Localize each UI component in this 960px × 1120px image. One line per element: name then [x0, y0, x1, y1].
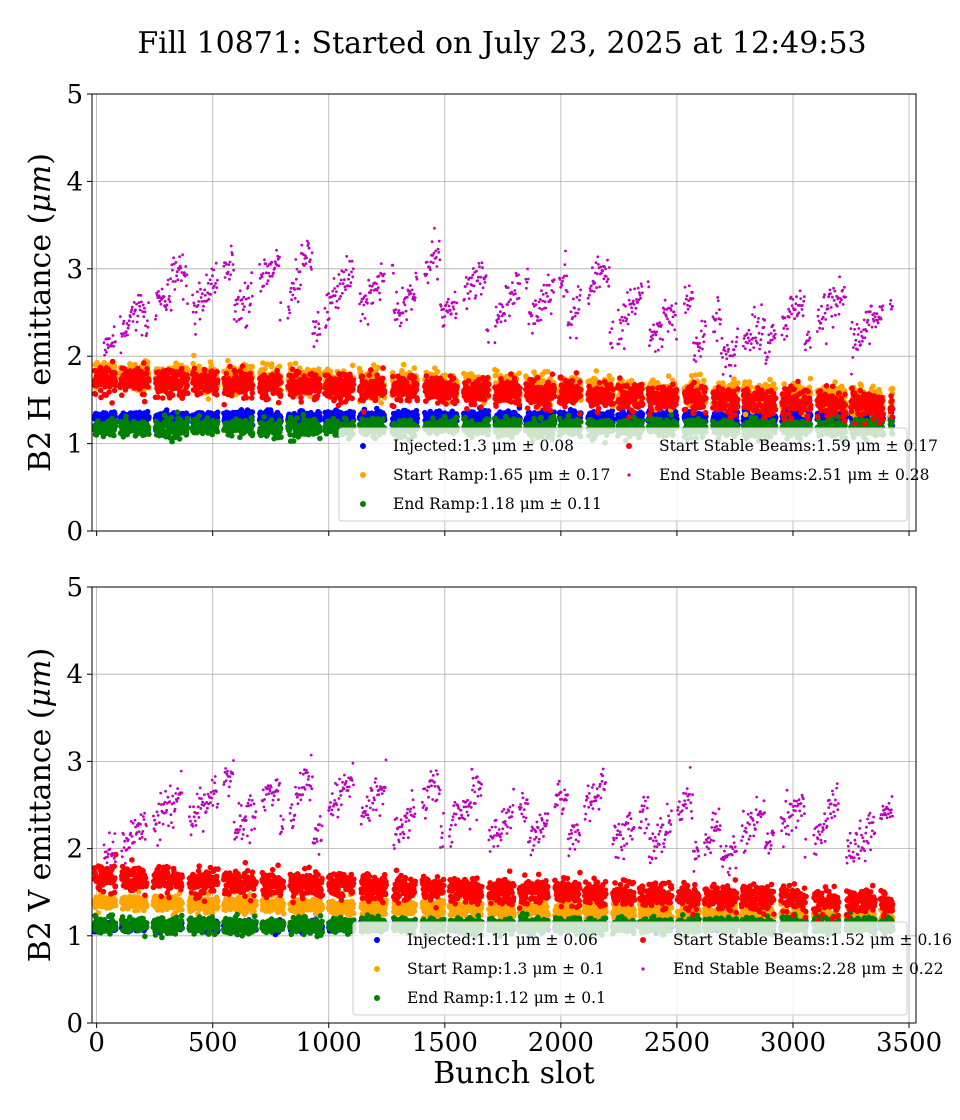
data-point: [870, 383, 876, 390]
data-point: [807, 375, 814, 382]
data-point: [414, 415, 421, 422]
data-point: [214, 418, 221, 425]
data-point: [249, 417, 255, 423]
data-point: [144, 408, 151, 415]
data-point: [127, 361, 133, 367]
data-point: [176, 436, 183, 442]
data-point: [400, 361, 407, 368]
data-point: [268, 417, 275, 423]
data-point: [168, 414, 175, 421]
data-point: [163, 407, 170, 413]
data-point: [145, 424, 152, 431]
data-point: [516, 370, 522, 377]
data-point: [191, 352, 197, 359]
data-point: [742, 411, 749, 418]
data-point: [146, 414, 152, 420]
data-point: [225, 357, 231, 364]
data-point: [544, 368, 551, 375]
data-point: [290, 438, 297, 444]
data-point: [248, 422, 255, 429]
data-point: [746, 379, 753, 385]
data-point: [229, 433, 235, 439]
data-point: [701, 377, 707, 384]
data-point: [123, 413, 129, 420]
data-point: [111, 432, 117, 439]
data-point: [639, 411, 646, 417]
data-point: [278, 434, 284, 441]
data-point: [350, 409, 357, 416]
data-point: [767, 376, 773, 383]
data-point: [249, 409, 256, 415]
data-point: [292, 360, 299, 367]
data-point: [190, 360, 196, 367]
data-point: [214, 409, 221, 416]
data-point: [184, 415, 191, 422]
data-point: [349, 362, 356, 369]
data-point: [609, 376, 615, 383]
data-point: [735, 380, 741, 386]
data-point: [249, 363, 256, 370]
data-point: [146, 431, 152, 437]
data-point: [294, 415, 301, 421]
figure-title: Fill 10871: Started on July 23, 2025 at …: [137, 26, 866, 61]
data-point: [174, 409, 181, 416]
data-point: [442, 372, 449, 379]
data-point: [185, 425, 191, 432]
data-point: [196, 413, 203, 419]
data-point: [378, 400, 385, 406]
data-point: [665, 373, 672, 379]
data-point: [494, 368, 500, 374]
data-point: [593, 368, 600, 374]
data-point: [205, 396, 212, 402]
data-point: [261, 414, 267, 420]
data-point: [112, 423, 119, 429]
data-point: [434, 368, 441, 375]
data-point: [697, 371, 703, 378]
data-point: [300, 412, 307, 418]
data-point: [277, 426, 284, 432]
data-point: [185, 366, 191, 373]
data-point: [249, 430, 256, 437]
data-point: [485, 408, 492, 414]
data-point: [268, 361, 275, 367]
data-point: [889, 385, 896, 392]
data-point: [411, 365, 418, 371]
data-point: [214, 428, 221, 435]
